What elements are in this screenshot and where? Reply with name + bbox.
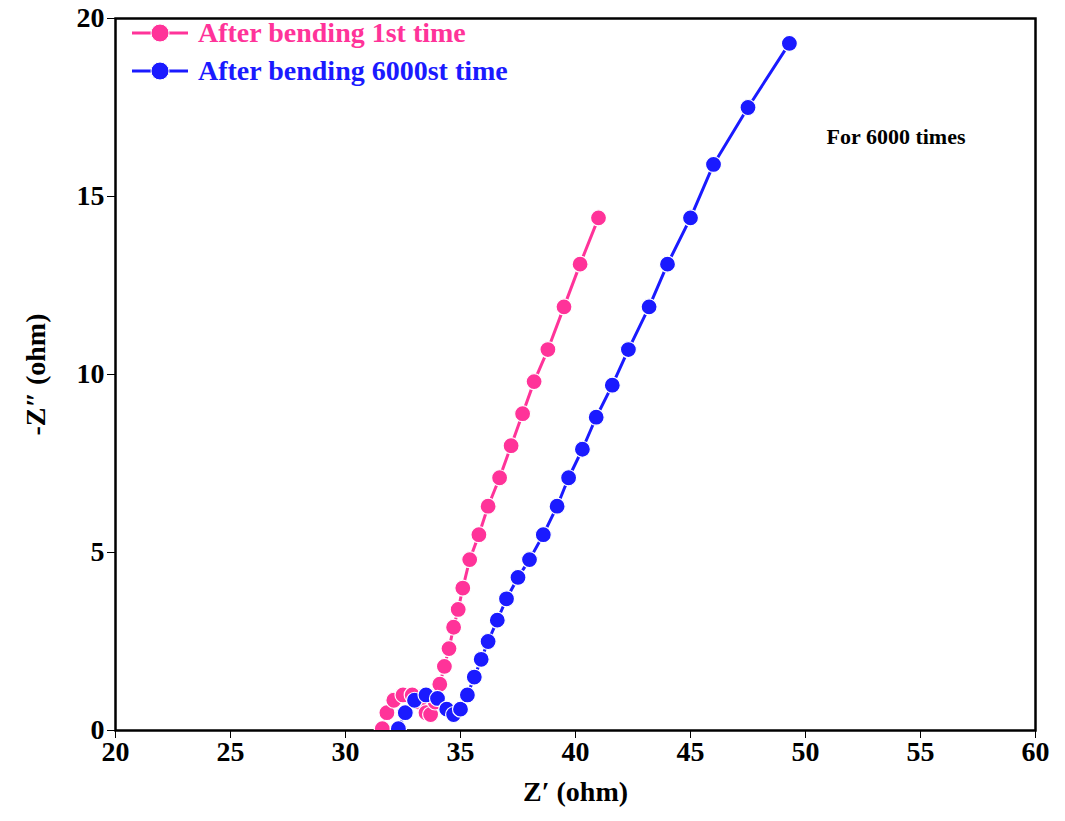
svg-text:25: 25 bbox=[217, 736, 245, 767]
svg-text:35: 35 bbox=[447, 736, 475, 767]
svg-text:50: 50 bbox=[792, 736, 820, 767]
svg-text:5: 5 bbox=[91, 536, 105, 567]
svg-text:Z′ (ohm): Z′ (ohm) bbox=[523, 776, 628, 807]
svg-text:60: 60 bbox=[1022, 736, 1050, 767]
svg-text:-Z″ (ohm): -Z″ (ohm) bbox=[20, 313, 51, 435]
svg-text:20: 20 bbox=[77, 2, 105, 33]
svg-text:0: 0 bbox=[90, 714, 105, 746]
svg-text:15: 15 bbox=[77, 180, 105, 211]
svg-text:30: 30 bbox=[332, 736, 360, 767]
svg-text:55: 55 bbox=[907, 736, 935, 767]
svg-text:10: 10 bbox=[77, 358, 105, 389]
html-text:After bending 1st time: After bending 1st time bbox=[198, 17, 466, 48]
svg-text:45: 45 bbox=[677, 736, 705, 767]
svg-text:40: 40 bbox=[562, 736, 590, 767]
html-text:After bending 6000st time: After bending 6000st time bbox=[198, 55, 508, 86]
svg-text:For 6000 times: For 6000 times bbox=[827, 124, 966, 149]
svg-text:20: 20 bbox=[102, 736, 130, 767]
